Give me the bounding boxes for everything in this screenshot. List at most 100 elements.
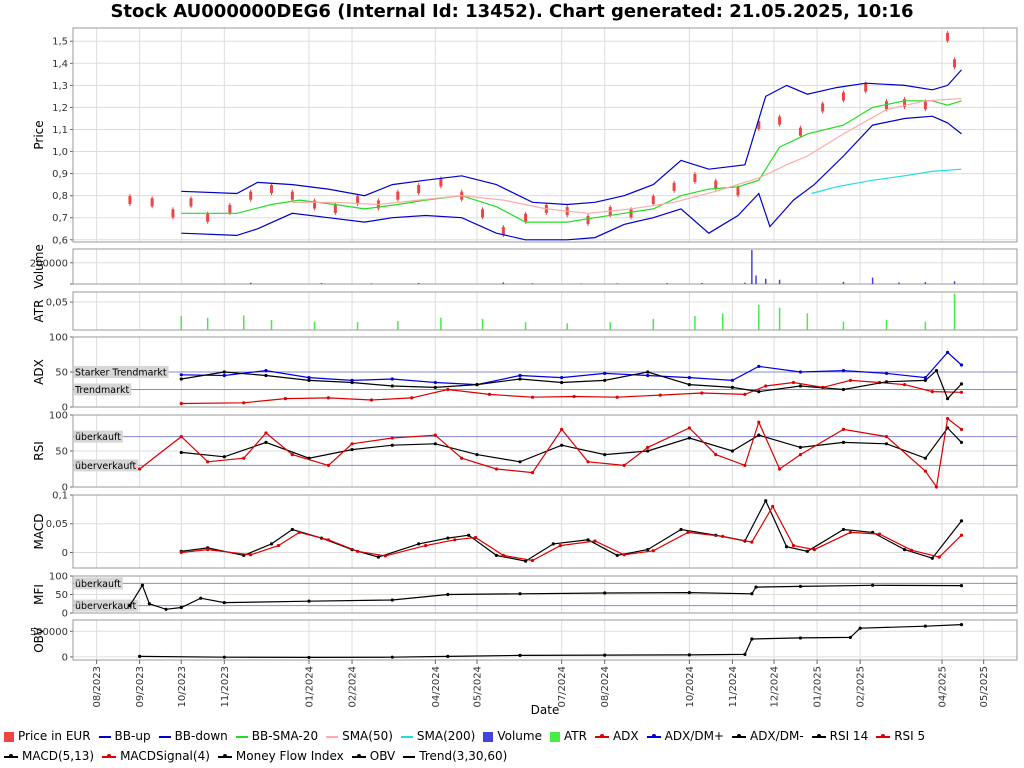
x-tick-label: 01/2024 bbox=[305, 666, 316, 708]
legend-label: ADX/DM- bbox=[749, 729, 804, 743]
data-point bbox=[884, 371, 889, 375]
candle bbox=[864, 83, 868, 92]
candle bbox=[313, 200, 317, 209]
data-point bbox=[884, 435, 889, 439]
y-tick-label: 100 bbox=[49, 572, 68, 583]
candle bbox=[150, 198, 154, 207]
legend-label: SMA(50) bbox=[342, 729, 393, 743]
legend-item: Money Flow Index bbox=[217, 746, 344, 766]
candle bbox=[501, 226, 505, 235]
legend-item: ADX/DM- bbox=[731, 726, 804, 746]
x-tick-label: 11/2024 bbox=[728, 666, 739, 708]
data-point bbox=[902, 548, 907, 552]
data-point bbox=[959, 363, 964, 367]
data-point bbox=[140, 583, 145, 587]
reference-label: Starker Trendmarkt bbox=[75, 368, 167, 379]
candle bbox=[798, 127, 802, 136]
y-tick-label: 0,6 bbox=[52, 235, 68, 246]
data-point bbox=[805, 549, 809, 553]
data-point bbox=[560, 443, 564, 447]
candle bbox=[396, 191, 400, 200]
candle bbox=[481, 209, 485, 218]
panel-adx: 0 50 100 Starker Trendmarkt Trendmarkt ADX bbox=[32, 333, 1018, 414]
series-sma50 bbox=[292, 98, 962, 214]
data-point bbox=[530, 395, 535, 399]
legend-label: ATR bbox=[563, 729, 587, 743]
data-point bbox=[945, 417, 950, 421]
data-point bbox=[700, 391, 704, 395]
series-adx bbox=[179, 378, 964, 406]
y-axis-label: ADX bbox=[32, 359, 46, 385]
data-point bbox=[222, 601, 226, 605]
data-point bbox=[959, 623, 964, 627]
x-tick-label: 02/2024 bbox=[348, 666, 359, 708]
series-line bbox=[181, 69, 962, 206]
data-point bbox=[460, 456, 464, 460]
data-point bbox=[518, 653, 522, 657]
candle bbox=[629, 209, 633, 218]
data-point bbox=[424, 543, 428, 548]
data-point bbox=[764, 499, 768, 503]
series-line bbox=[181, 369, 962, 400]
series-line bbox=[292, 98, 962, 214]
legend-label: Money Flow Index bbox=[235, 749, 344, 763]
y-tick-label: 50 bbox=[55, 590, 68, 601]
panel-frame bbox=[72, 494, 1018, 569]
y-tick-label: 0,05 bbox=[46, 298, 68, 309]
data-point bbox=[687, 426, 691, 430]
legend-label: BB-SMA-20 bbox=[251, 729, 319, 743]
y-tick-label: 1,1 bbox=[52, 125, 68, 136]
data-point bbox=[433, 385, 437, 389]
data-point bbox=[687, 436, 691, 440]
legend-item: ADX bbox=[594, 726, 639, 746]
legend-symbol bbox=[483, 731, 494, 742]
data-point bbox=[242, 401, 246, 405]
legend: Price in EUR BB-up BB-down BB-SMA-20 SMA(50)… bbox=[4, 726, 1020, 766]
data-point bbox=[560, 427, 564, 431]
data-point bbox=[179, 373, 183, 377]
data-point bbox=[646, 373, 650, 378]
legend-item: ADX/DM+ bbox=[646, 726, 724, 746]
legend-label: MACD(5,13) bbox=[22, 749, 95, 763]
data-point bbox=[959, 584, 964, 588]
candle bbox=[714, 180, 718, 189]
data-point bbox=[138, 654, 142, 659]
data-point bbox=[687, 653, 691, 657]
data-point bbox=[871, 583, 875, 587]
chart-title: Stock AU000000DEG6 (Internal Id: 13452).… bbox=[110, 1, 914, 22]
data-point bbox=[798, 384, 803, 388]
data-point bbox=[603, 371, 607, 375]
data-point bbox=[417, 542, 421, 546]
x-tick-label: 10/2024 bbox=[685, 666, 696, 708]
y-tick-label: 0,7 bbox=[52, 213, 68, 224]
data-point bbox=[646, 449, 650, 453]
x-tick-label: 07/2024 bbox=[557, 666, 568, 708]
data-point bbox=[923, 624, 927, 628]
series-bb_sma20 bbox=[181, 100, 962, 223]
data-point bbox=[603, 653, 607, 657]
data-point bbox=[350, 442, 354, 446]
series-volume bbox=[249, 250, 956, 284]
data-point bbox=[128, 604, 132, 608]
data-point bbox=[784, 545, 789, 549]
data-point bbox=[264, 369, 268, 373]
data-point bbox=[764, 384, 768, 388]
legend-label: SMA(200) bbox=[416, 729, 476, 743]
series-atr bbox=[180, 293, 956, 330]
series-line bbox=[139, 624, 962, 659]
data-point bbox=[560, 380, 564, 385]
reference-label: Trendmarkt bbox=[74, 385, 129, 396]
data-point bbox=[326, 463, 331, 467]
legend-label: RSI 14 bbox=[829, 729, 869, 743]
series-line bbox=[181, 379, 962, 405]
data-point bbox=[934, 369, 939, 373]
data-point bbox=[841, 427, 846, 431]
data-point bbox=[959, 427, 964, 431]
candle bbox=[841, 92, 845, 101]
x-tick-label: 04/2024 bbox=[431, 666, 442, 708]
data-point bbox=[771, 504, 775, 509]
data-point bbox=[179, 401, 183, 406]
data-point bbox=[959, 519, 964, 523]
legend-item: SMA(200) bbox=[400, 726, 476, 746]
